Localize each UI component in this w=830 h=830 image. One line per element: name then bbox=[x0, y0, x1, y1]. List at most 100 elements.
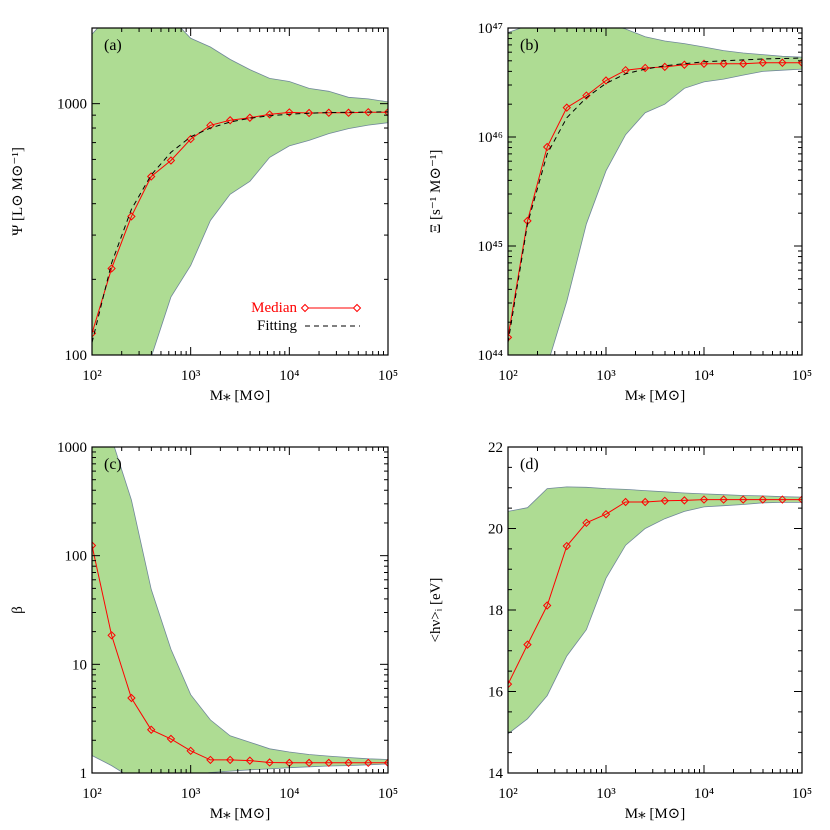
y-tick-label: 18 bbox=[488, 603, 503, 619]
x-tick-label: 10⁴ bbox=[694, 368, 714, 384]
median-point bbox=[640, 497, 650, 507]
panel-label: (b) bbox=[520, 37, 539, 54]
x-tick-label: 10³ bbox=[181, 786, 201, 802]
median-point bbox=[758, 58, 768, 67]
panel-c: 10² 10³ 10⁴ 10⁵ 1 10 100 1000 M⁎ [M⊙] β (c) bbox=[10, 440, 398, 822]
median-point bbox=[146, 172, 156, 181]
median-point bbox=[601, 76, 611, 85]
x-tick-label: 10⁵ bbox=[378, 786, 398, 802]
panel-a: 10² 10³ 10⁴ 10⁵ 100 1000 M⁎ [M⊙] Ψ [L⊙ M⊙⁻¹] (a) bbox=[10, 27, 398, 404]
legend-median-label: Median bbox=[251, 300, 297, 316]
median-point bbox=[166, 156, 176, 165]
median-point bbox=[206, 121, 215, 130]
y-tick-label: 20 bbox=[488, 522, 503, 538]
median-point bbox=[146, 725, 156, 734]
y-tick-label: 10⁴⁵ bbox=[478, 239, 503, 255]
median-point bbox=[186, 746, 195, 756]
y-tick-label: 10⁴⁷ bbox=[478, 21, 503, 37]
median-point bbox=[758, 495, 768, 504]
y-tick-label: 10⁴⁴ bbox=[478, 348, 503, 364]
median-point bbox=[92, 541, 97, 550]
median-point bbox=[719, 59, 728, 68]
axes-frame bbox=[507, 27, 803, 356]
fitting-line bbox=[508, 57, 802, 343]
median-point bbox=[508, 679, 513, 689]
median-point bbox=[738, 495, 748, 504]
y-tick-label: 1 bbox=[80, 766, 88, 782]
median-point bbox=[324, 758, 334, 768]
y-axis-title: Ξ [s⁻¹ M⊙⁻¹] bbox=[428, 150, 444, 234]
y-axis-title: Ψ [L⊙ M⊙⁻¹] bbox=[10, 147, 26, 236]
x-tick-label: 10⁴ bbox=[694, 786, 714, 802]
median-point bbox=[660, 62, 670, 72]
x-tick-label: 10³ bbox=[596, 786, 616, 802]
median-point bbox=[562, 541, 571, 551]
plot-area bbox=[508, 486, 802, 735]
median-point bbox=[127, 212, 136, 221]
legend: Median Fitting bbox=[251, 300, 362, 334]
x-tick-label: 10⁵ bbox=[378, 368, 398, 384]
median-point bbox=[680, 60, 689, 69]
median-point bbox=[680, 496, 689, 505]
range-band bbox=[92, 28, 388, 355]
median-point bbox=[206, 755, 215, 765]
median-point bbox=[797, 495, 802, 504]
y-tick-label: 10 bbox=[72, 657, 87, 673]
median-point bbox=[699, 59, 709, 68]
x-tick-label: 10³ bbox=[181, 368, 201, 384]
median-point bbox=[186, 134, 195, 144]
median-point bbox=[92, 329, 97, 338]
legend-median-marker bbox=[352, 303, 362, 313]
median-point bbox=[523, 216, 532, 226]
y-tick-label: 1000 bbox=[57, 97, 87, 113]
x-axis-title: M⁎ [M⊙] bbox=[625, 806, 685, 822]
median-point bbox=[127, 693, 136, 703]
median-point bbox=[304, 108, 314, 118]
panel-b: 10² 10³ 10⁴ 10⁵ 10⁴⁴ 10⁴⁵ 10⁴⁶ 10⁴⁷ M⁎ [M⊙] Ξ [s⁻… bbox=[428, 21, 812, 404]
median-point bbox=[778, 58, 787, 67]
median-point bbox=[582, 518, 591, 528]
x-tick-label: 10² bbox=[498, 786, 518, 802]
y-tick-label: 22 bbox=[488, 440, 503, 456]
median-point bbox=[107, 631, 116, 640]
median-line bbox=[508, 62, 802, 338]
y-axis-title: <hν>ᵢ [eV] bbox=[428, 578, 444, 643]
median-point bbox=[582, 91, 591, 100]
median-point bbox=[738, 59, 748, 68]
median-point bbox=[660, 496, 670, 505]
median-point bbox=[778, 495, 787, 504]
x-tick-label: 10⁴ bbox=[279, 786, 299, 802]
median-point bbox=[523, 640, 532, 649]
plot-area bbox=[92, 28, 388, 355]
y-tick-label: 16 bbox=[488, 685, 504, 701]
range-band bbox=[508, 28, 802, 355]
plot-area bbox=[92, 447, 388, 773]
plot-area bbox=[508, 28, 802, 355]
range-band bbox=[92, 447, 388, 773]
axes-frame bbox=[91, 27, 389, 356]
median-point bbox=[699, 495, 709, 504]
x-tick-label: 10⁵ bbox=[792, 368, 812, 384]
median-point bbox=[107, 264, 116, 273]
median-point bbox=[304, 758, 314, 768]
y-tick-label: 100 bbox=[65, 348, 88, 364]
median-point bbox=[364, 758, 373, 768]
median-line bbox=[92, 545, 388, 764]
panel-label: (c) bbox=[104, 456, 122, 473]
median-point bbox=[265, 758, 274, 767]
x-axis-title: M⁎ [M⊙] bbox=[210, 806, 270, 822]
y-tick-label: 14 bbox=[488, 766, 504, 782]
y-tick-label: 10⁴⁶ bbox=[478, 130, 503, 146]
median-point bbox=[166, 734, 176, 744]
median-point bbox=[383, 107, 388, 117]
y-tick-label: 100 bbox=[65, 549, 88, 565]
median-point bbox=[344, 758, 353, 768]
x-tick-label: 10⁴ bbox=[279, 368, 299, 384]
median-point bbox=[719, 495, 728, 504]
median-point bbox=[508, 333, 513, 342]
median-point bbox=[225, 755, 235, 765]
legend-median-marker bbox=[300, 303, 310, 313]
median-line bbox=[92, 111, 388, 334]
x-tick-label: 10² bbox=[82, 786, 102, 802]
